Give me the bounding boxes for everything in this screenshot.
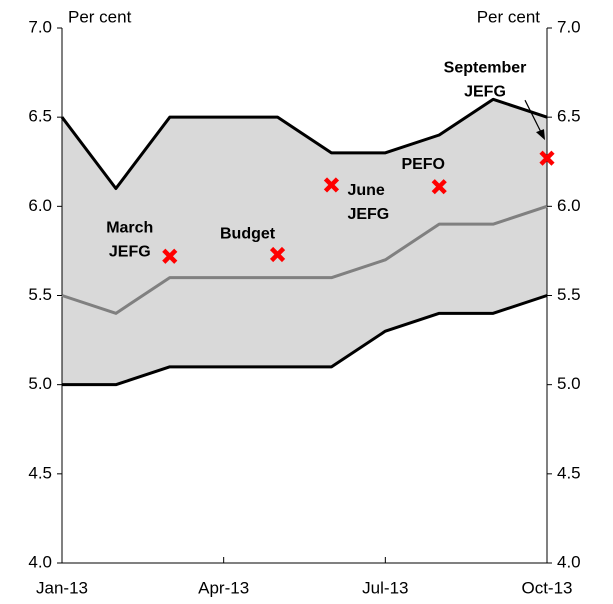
marker-label: JEFG: [347, 206, 389, 223]
marker-label: June: [347, 182, 384, 199]
y-tick-label: 5.0: [28, 374, 52, 393]
marker-label: September: [444, 59, 527, 76]
y2-tick-label: 4.0: [557, 552, 581, 571]
x-tick-label: Oct-13: [521, 578, 572, 597]
arrow: [524, 99, 544, 137]
marker-label: Budget: [220, 226, 276, 243]
y2-tick-label: 5.5: [557, 285, 581, 304]
marker: [539, 150, 555, 166]
marker: [431, 179, 447, 195]
series-line: [61, 204, 548, 315]
band-area: [62, 99, 547, 385]
x-tick-label: Jul-13: [362, 578, 408, 597]
series-line: [60, 97, 548, 190]
y2-tick-label: 6.5: [557, 107, 581, 126]
y2-tick-label: 4.5: [557, 463, 581, 482]
y-axis-label-left: Per cent: [68, 7, 132, 26]
y2-tick-label: 5.0: [557, 374, 581, 393]
marker-label: JEFG: [464, 83, 506, 100]
x-tick-label: Jan-13: [36, 578, 88, 597]
y-tick-label: 6.0: [28, 196, 52, 215]
marker-label: JEFG: [109, 243, 151, 260]
y-axis-label-right: Per cent: [477, 7, 541, 26]
y-tick-label: 4.0: [28, 552, 52, 571]
marker: [162, 248, 178, 264]
y-tick-label: 5.5: [28, 285, 52, 304]
marker: [269, 246, 286, 263]
arrow-head: [536, 129, 545, 141]
y-tick-label: 6.5: [28, 107, 52, 126]
y2-tick-label: 6.0: [557, 196, 581, 215]
x-tick-label: Apr-13: [198, 578, 249, 597]
marker-label: PEFO: [401, 156, 445, 173]
y2-tick-label: 7.0: [557, 17, 581, 36]
series-line: [62, 294, 548, 387]
marker: [323, 177, 340, 193]
marker-label: March: [106, 219, 153, 236]
y-tick-label: 7.0: [28, 17, 52, 36]
y-tick-label: 4.5: [28, 463, 52, 482]
